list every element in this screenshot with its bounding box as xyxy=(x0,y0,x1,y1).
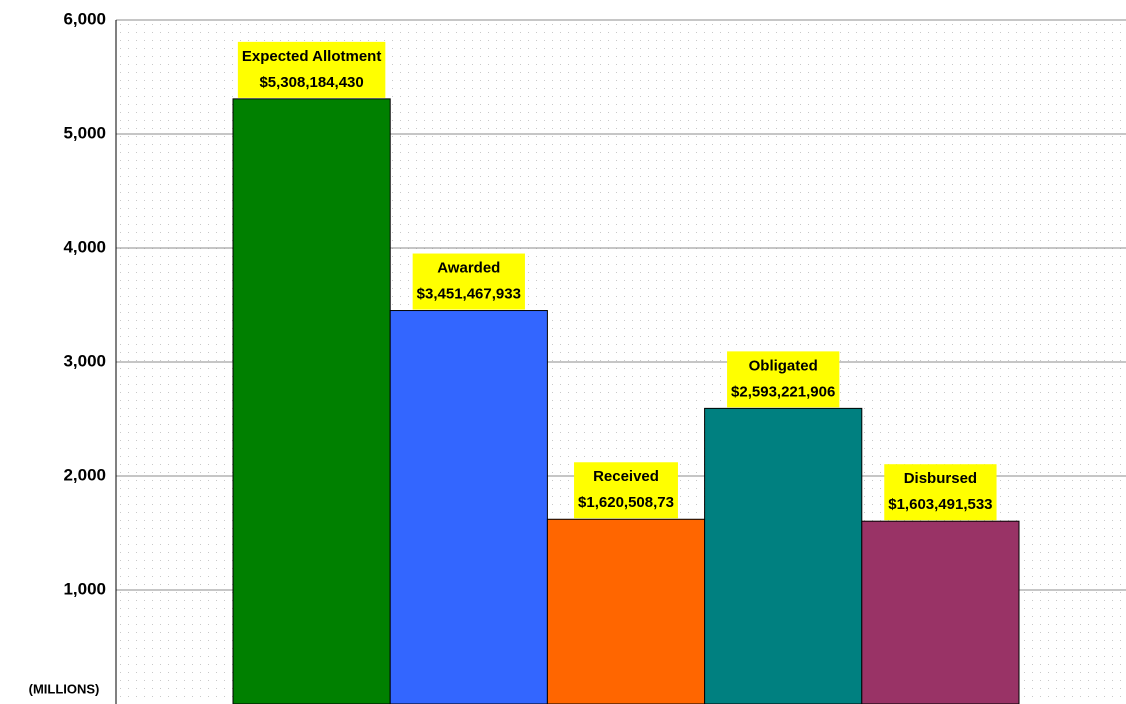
data-label: Awarded $3,451,467,933 xyxy=(412,253,525,310)
value-label: $1,620,508,73 xyxy=(578,494,674,511)
value-label: $1,603,491,533 xyxy=(888,496,992,513)
data-label: Disbursed $1,603,491,533 xyxy=(884,464,997,521)
y-tick-label: 6,000 xyxy=(63,9,106,28)
data-label-box xyxy=(574,462,678,519)
bar xyxy=(861,520,1020,704)
bar xyxy=(389,310,548,704)
data-label-box xyxy=(884,464,997,521)
data-label: Received $1,620,508,73 xyxy=(574,462,678,519)
data-label: Obligated $2,593,221,906 xyxy=(727,351,840,408)
category-label: Expected Allotment xyxy=(242,48,381,65)
category-label: Awarded xyxy=(437,260,500,277)
y-tick-label: 5,000 xyxy=(63,123,106,142)
y-axis-label: (MILLIONS) xyxy=(29,681,100,696)
bar xyxy=(704,407,863,704)
y-tick-label: 4,000 xyxy=(63,237,106,256)
value-label: $3,451,467,933 xyxy=(417,286,521,303)
category-label: Disbursed xyxy=(904,470,977,487)
bar xyxy=(232,98,391,704)
category-label: Received xyxy=(593,468,659,485)
category-label: Obligated xyxy=(749,357,818,374)
y-tick-label: 2,000 xyxy=(63,465,106,484)
y-tick-label: 1,000 xyxy=(63,579,106,598)
data-label-box xyxy=(727,351,840,408)
y-tick-label: 3,000 xyxy=(63,351,106,370)
value-label: $5,308,184,430 xyxy=(259,74,363,91)
data-label: Expected Allotment $5,308,184,430 xyxy=(237,41,386,98)
bar xyxy=(546,518,706,704)
data-label-box xyxy=(412,253,525,310)
value-label: $2,593,221,906 xyxy=(731,383,835,400)
data-label-box xyxy=(237,41,386,98)
